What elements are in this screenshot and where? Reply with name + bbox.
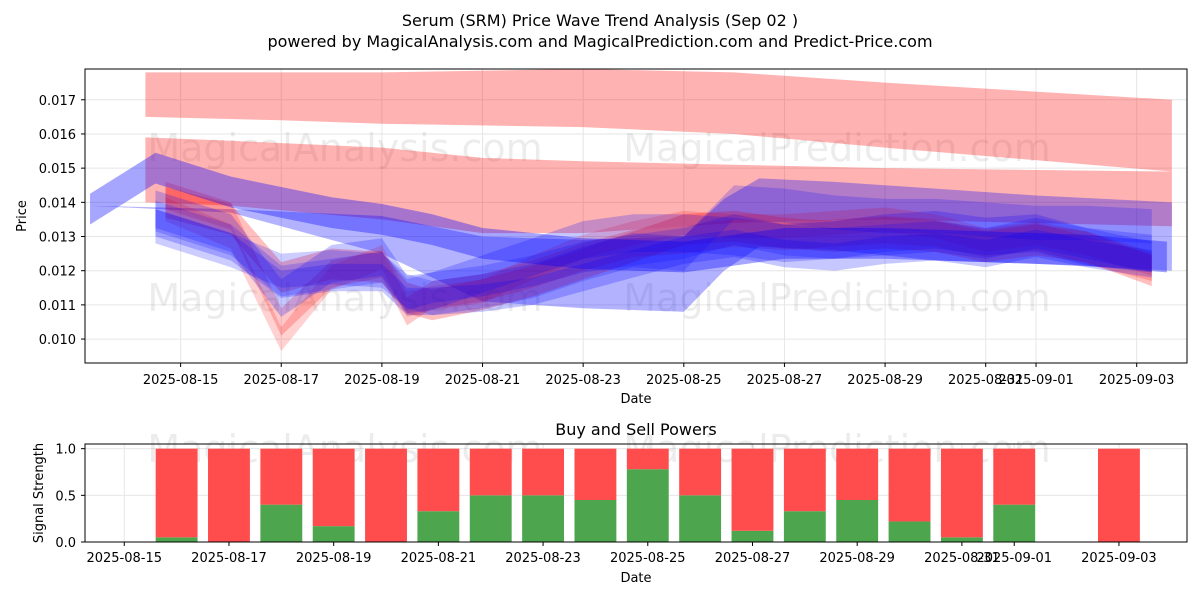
x-tick-label: 2025-08-15 (143, 373, 219, 388)
y-tick-label: 1.0 (55, 443, 76, 458)
buy-bar (836, 500, 879, 542)
x-tick-label: 2025-08-21 (445, 373, 521, 388)
x-tick-label: 2025-08-19 (344, 373, 420, 388)
watermark-text: MagicalPrediction.com (623, 276, 1051, 320)
sell-bar (574, 448, 617, 500)
y-tick-label: 0.5 (55, 489, 76, 504)
sell-bar (155, 448, 198, 538)
x-tick-label: 2025-08-17 (243, 373, 319, 388)
sell-bar (312, 448, 355, 527)
x-tick-label: 2025-09-03 (1081, 551, 1157, 566)
blue-wave-band-5 (155, 209, 1152, 316)
chart-subtitle: powered by MagicalAnalysis.com and Magic… (267, 32, 932, 51)
buy-bar (679, 495, 722, 542)
watermark-text: MagicalPrediction.com (623, 126, 1051, 170)
y-axis-title: Signal Strength (32, 443, 47, 543)
buy-bar (888, 521, 931, 542)
sell-bar (208, 448, 250, 542)
upper-resistance-band (145, 69, 1172, 172)
x-tick-label: 2025-09-01 (998, 373, 1074, 388)
sell-bar (888, 448, 931, 522)
buy-bar (993, 504, 1036, 542)
red-wave-band-1 (165, 186, 1152, 321)
y-tick-label: 0.014 (39, 196, 76, 211)
y-tick-label: 0.013 (39, 231, 76, 246)
sell-bar (731, 448, 774, 531)
blue-wave-band-1 (90, 152, 1167, 273)
sell-bar (940, 448, 983, 538)
sell-bar (469, 448, 512, 496)
blue-wide-band (90, 178, 1172, 312)
x-tick-label: 2025-08-31 (948, 373, 1024, 388)
sell-bar (522, 448, 565, 496)
x-tick-label: 2025-08-25 (646, 373, 722, 388)
sell-bar (417, 448, 460, 512)
buy-bar (417, 511, 460, 542)
x-tick-label: 2025-09-01 (976, 551, 1052, 566)
x-tick-label: 2025-08-15 (86, 551, 162, 566)
x-axis-title: Date (620, 571, 651, 586)
buy-bar (940, 537, 983, 542)
buy-sell-plot: Buy and Sell PowersMagicalAnalysis.comMa… (32, 420, 1188, 586)
plot-frame (84, 443, 1188, 543)
x-tick-label: 2025-08-23 (545, 373, 621, 388)
watermark-text: MagicalAnalysis.com (147, 276, 542, 320)
x-tick-label: 2025-08-31 (924, 551, 1000, 566)
sell-bar (626, 448, 669, 470)
x-tick-label: 2025-08-27 (747, 373, 823, 388)
buy-bar (312, 526, 355, 542)
x-tick-label: 2025-08-25 (610, 551, 686, 566)
red-wave-band-3 (165, 197, 1152, 352)
red-wave-band-2 (165, 181, 1152, 336)
y-tick-label: 0.017 (39, 94, 76, 109)
price-plot: MagicalAnalysis.com MagicalPrediction.com… (15, 68, 1188, 407)
sell-bar (993, 448, 1036, 505)
plot-frame (84, 68, 1188, 364)
sell-bar (365, 448, 407, 542)
sell-bar (1098, 448, 1140, 542)
buy-bar (731, 530, 774, 542)
watermark-text: MagicalAnalysis.com (147, 126, 542, 170)
buy-bar (260, 504, 303, 542)
x-tick-label: 2025-08-23 (505, 551, 581, 566)
x-tick-label: 2025-08-21 (401, 551, 477, 566)
x-tick-label: 2025-08-27 (715, 551, 791, 566)
buy-sell-title: Buy and Sell Powers (555, 420, 717, 439)
x-tick-label: 2025-09-03 (1099, 373, 1175, 388)
sell-bar (836, 448, 879, 500)
y-tick-label: 0.012 (39, 265, 76, 280)
buy-bar (155, 537, 198, 542)
x-axis-title: Date (620, 392, 651, 407)
buy-bar (522, 495, 565, 542)
buy-bar (783, 511, 826, 542)
y-tick-label: 0.010 (39, 333, 76, 348)
x-tick-label: 2025-08-17 (191, 551, 267, 566)
sell-bar (260, 448, 303, 505)
x-tick-label: 2025-08-29 (819, 551, 895, 566)
y-tick-label: 0.011 (39, 299, 76, 314)
y-tick-label: 0.016 (39, 128, 76, 143)
sell-bar (679, 448, 722, 496)
plot-layer (90, 69, 1172, 352)
x-tick-label: 2025-08-19 (296, 551, 372, 566)
blue-wave-band-2 (155, 190, 1152, 317)
y-tick-label: 0.015 (39, 162, 76, 177)
blue-wave-band-4 (155, 200, 1152, 311)
buy-bar (574, 500, 617, 542)
blue-wave-band-3 (155, 185, 1152, 316)
x-tick-label: 2025-08-29 (847, 373, 923, 388)
y-tick-label: 0.0 (55, 536, 76, 551)
chart-title: Serum (SRM) Price Wave Trend Analysis (S… (402, 11, 798, 30)
sell-bar (783, 448, 826, 512)
buy-bar (626, 469, 669, 542)
middle-resistance-band (145, 137, 1172, 234)
y-axis-title: Price (15, 200, 30, 232)
buy-bar (469, 495, 512, 542)
